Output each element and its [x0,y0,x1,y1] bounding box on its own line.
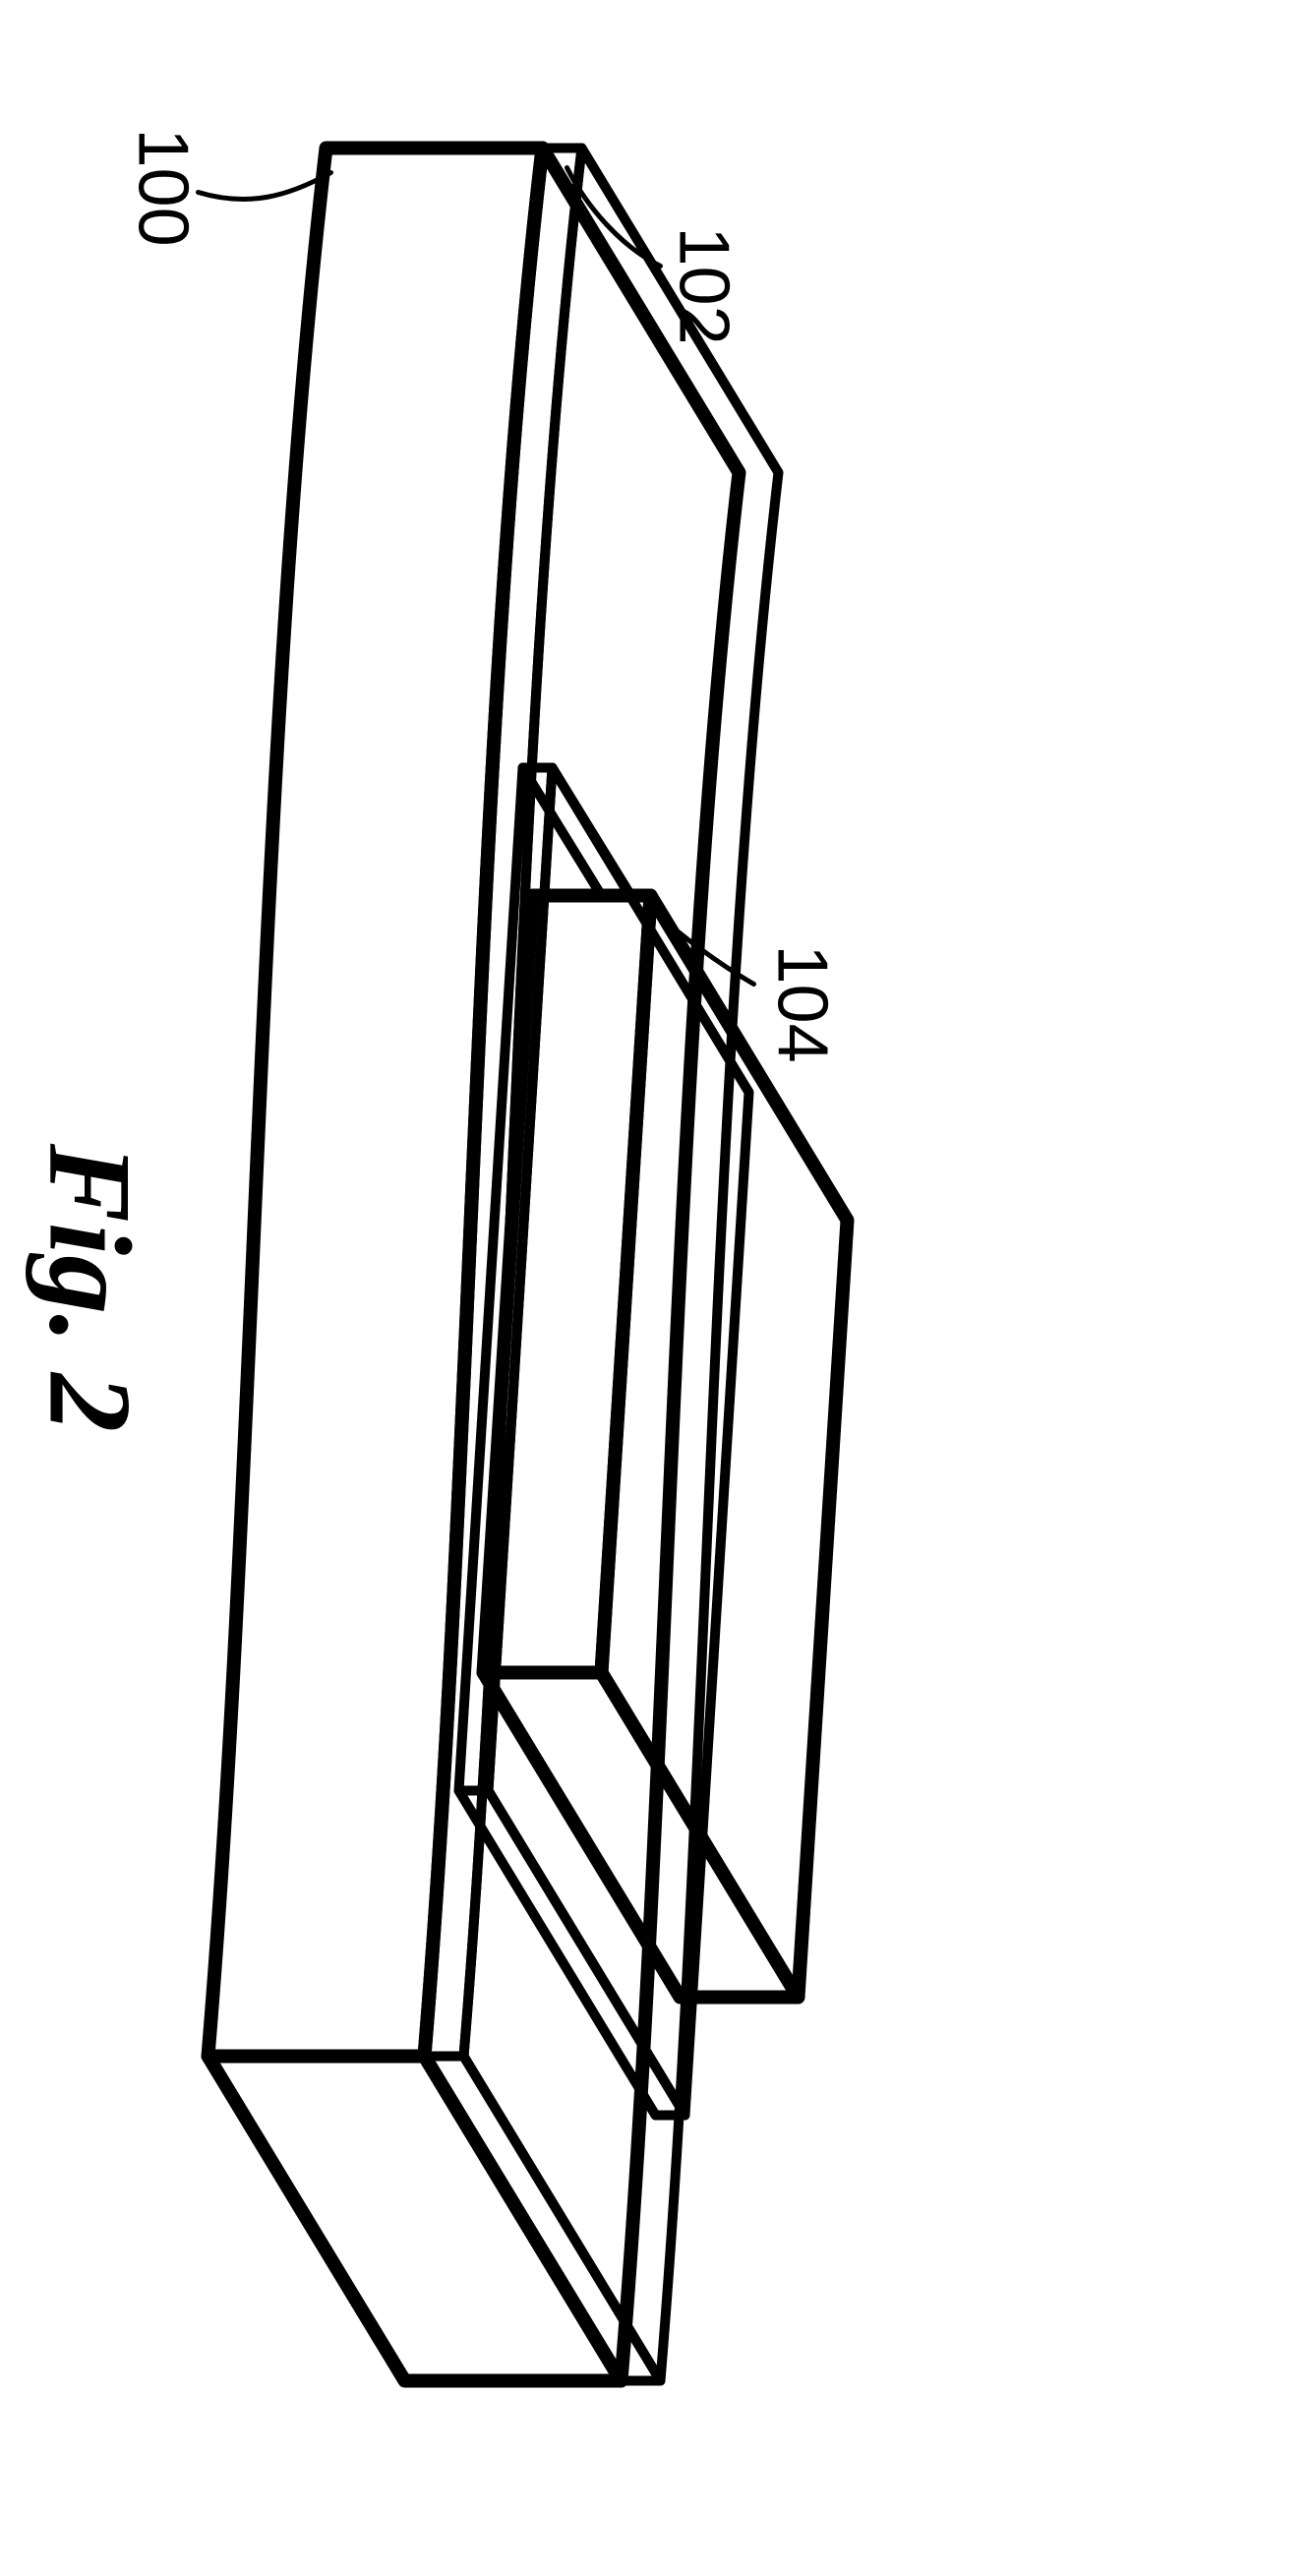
figure-caption: Fig. 2 [25,1142,155,1431]
figure-2: 100 102 104 Fig. 2 [0,0,1309,2576]
pad-right [483,1672,798,1997]
figure-svg: 100 102 104 Fig. 2 [0,0,1309,2576]
label-104: 104 [762,944,841,1062]
leader-100 [198,172,330,199]
label-102: 102 [664,226,743,344]
label-100: 100 [123,128,202,246]
